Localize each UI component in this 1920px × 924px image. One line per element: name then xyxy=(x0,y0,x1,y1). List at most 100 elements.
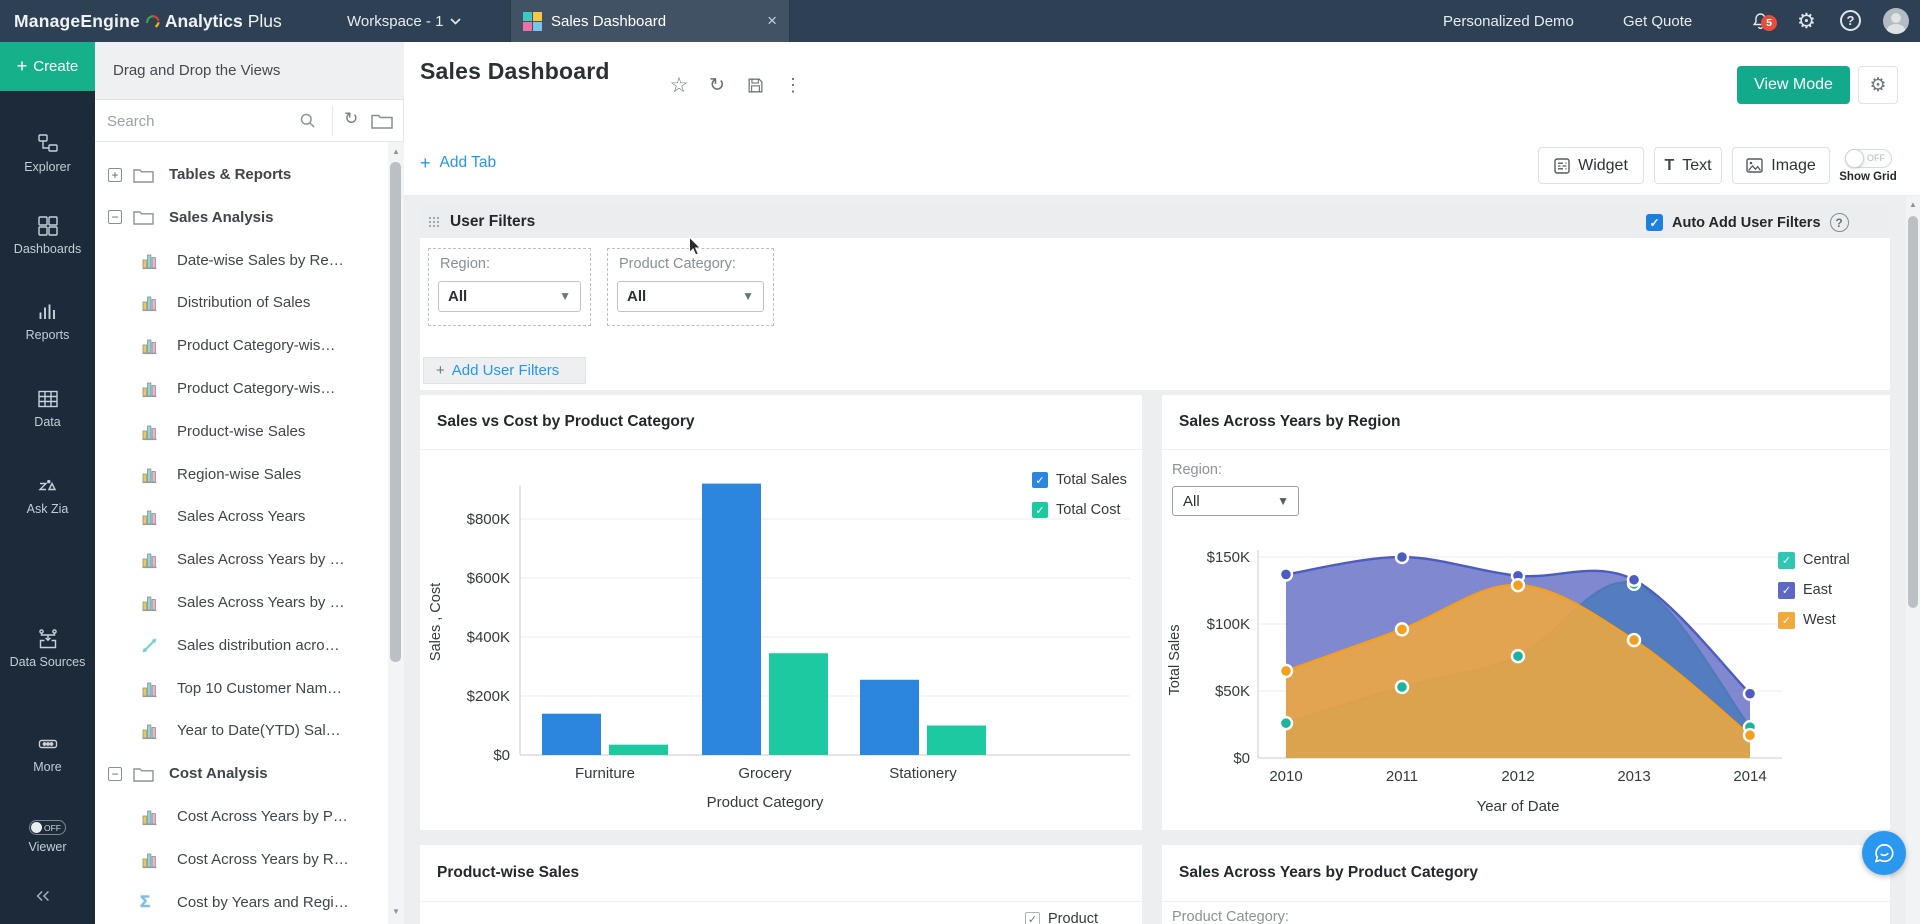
tree-item[interactable]: Cost Across Years by P… xyxy=(95,795,385,838)
user-filters-title: User Filters xyxy=(450,212,536,230)
tree-item[interactable]: Year to Date(YTD) Sal… xyxy=(95,709,385,752)
tree-item[interactable]: Sales Across Years by … xyxy=(95,581,385,624)
settings-gear-icon[interactable]: ⚙ xyxy=(1797,9,1816,33)
report-label: Product-wise Sales xyxy=(177,422,306,440)
personalized-demo-link[interactable]: Personalized Demo xyxy=(1443,12,1574,30)
legend-checkbox-icon[interactable]: ✓ xyxy=(1778,611,1795,629)
text-button[interactable]: T Text xyxy=(1654,147,1722,184)
tree-item[interactable]: Region-wise Sales xyxy=(95,453,385,496)
expand-icon[interactable]: + xyxy=(108,167,122,182)
toggle-knob xyxy=(1845,149,1864,168)
chart-card-product-wise-sales[interactable]: Product-wise Sales ✓ Product xyxy=(420,845,1142,924)
chart-region-select[interactable]: All ▼ xyxy=(1172,486,1299,516)
sidebar-item-explorer[interactable]: Explorer xyxy=(0,132,95,175)
collapse-sidebar-button[interactable] xyxy=(33,887,53,910)
open-tab-sales-dashboard[interactable]: Sales Dashboard × xyxy=(510,0,790,42)
tree-item[interactable]: Product-wise Sales xyxy=(95,410,385,453)
legend-item-total-sales[interactable]: ✓ Total Sales xyxy=(1032,471,1127,489)
sidebar-item-ask-zia[interactable]: Ask Zia xyxy=(0,474,95,517)
drag-handle-icon[interactable] xyxy=(428,216,440,228)
save-dashboard-icon[interactable] xyxy=(740,70,770,100)
chart-card-sales-across-years[interactable]: Sales Across Years by Region $0 $50K $100K… xyxy=(1162,395,1890,830)
mouse-cursor xyxy=(688,236,702,256)
tree-folder-sales-analysis[interactable]: − Sales Analysis xyxy=(95,196,385,239)
help-icon[interactable]: ? xyxy=(1829,213,1849,232)
tree-item[interactable]: Sales Across Years by … xyxy=(95,538,385,581)
svg-text:$50K: $50K xyxy=(1215,683,1250,700)
report-label: Region-wise Sales xyxy=(177,465,302,483)
user-avatar[interactable] xyxy=(1883,8,1909,34)
checked-checkbox-icon[interactable]: ✓ xyxy=(1646,214,1663,231)
filter-label: Product Category: xyxy=(619,256,736,272)
legend-checkbox-icon[interactable]: ✓ xyxy=(1032,502,1048,518)
refresh-views-icon[interactable]: ↻ xyxy=(344,109,359,128)
explorer-icon xyxy=(37,134,58,152)
folder-view-icon[interactable] xyxy=(371,112,393,129)
chart-card-sales-by-product-category[interactable]: Sales Across Years by Product Category P… xyxy=(1162,845,1890,924)
tree-item[interactable]: Sales Across Years xyxy=(95,495,385,538)
tree-item[interactable]: Top 10 Customer Nam… xyxy=(95,667,385,710)
widget-icon xyxy=(1554,157,1570,174)
filter-region: Region: All ▼ xyxy=(428,248,591,326)
sidebar-item-data[interactable]: Data xyxy=(0,387,95,430)
legend-item-east[interactable]: ✓ East xyxy=(1778,581,1832,599)
tree-item[interactable]: Cost Across Years by R… xyxy=(95,838,385,881)
report-label: Top 10 Customer Nam… xyxy=(177,679,343,697)
tree-item[interactable]: Product Category-wis… xyxy=(95,324,385,367)
more-options-kebab-icon[interactable]: ⋮ xyxy=(784,74,802,95)
search-input[interactable] xyxy=(107,104,317,138)
add-tab-button[interactable]: + Add Tab xyxy=(420,152,497,173)
brand-logo[interactable]: ManageEngine Analytics Plus xyxy=(14,0,282,42)
get-quote-link[interactable]: Get Quote xyxy=(1623,12,1693,30)
chat-support-button[interactable] xyxy=(1862,831,1906,875)
tree-item[interactable]: Product Category-wis… xyxy=(95,367,385,410)
image-button[interactable]: Image xyxy=(1732,147,1830,184)
tree-item[interactable]: Sales distribution acro… xyxy=(95,624,385,667)
add-user-filters-button[interactable]: + Add User Filters xyxy=(423,357,586,384)
tree-item[interactable]: Distribution of Sales xyxy=(95,281,385,324)
legend-checkbox-icon[interactable]: ✓ xyxy=(1032,472,1048,488)
legend-item-central[interactable]: ✓ Central xyxy=(1778,551,1850,569)
viewer-toggle[interactable]: OFF xyxy=(29,820,66,835)
svg-text:Grocery: Grocery xyxy=(738,765,792,782)
legend-item-west[interactable]: ✓ West xyxy=(1778,611,1836,629)
favorite-star-icon[interactable]: ☆ xyxy=(669,73,689,97)
caret-down-icon: ▼ xyxy=(559,289,571,303)
notifications-button[interactable]: 5 xyxy=(1750,10,1780,34)
main-scrollbar[interactable]: ▲ xyxy=(1906,196,1920,924)
sidebar-item-data-sources[interactable]: Data Sources xyxy=(0,627,95,670)
close-tab-icon[interactable]: × xyxy=(767,11,777,30)
create-button[interactable]: + Create xyxy=(0,42,95,91)
sidebar-item-reports[interactable]: Reports xyxy=(0,300,95,343)
show-grid-toggle[interactable]: OFF xyxy=(1845,149,1892,168)
legend-label: Central xyxy=(1803,552,1850,568)
search-icon[interactable] xyxy=(299,112,317,130)
tree-folder-tables-reports[interactable]: + Tables & Reports xyxy=(95,153,385,196)
refresh-dashboard-icon[interactable]: ↻ xyxy=(709,74,725,96)
legend-checkbox-icon[interactable]: ✓ xyxy=(1778,581,1795,599)
region-filter-select[interactable]: All ▼ xyxy=(438,281,581,312)
bar-chart-icon xyxy=(140,850,159,869)
sidebar-item-more[interactable]: More xyxy=(0,732,95,775)
view-mode-button[interactable]: View Mode xyxy=(1737,66,1850,104)
tree-item[interactable]: Date-wise Sales by Re… xyxy=(95,239,385,282)
workspace-selector[interactable]: Workspace - 1 xyxy=(347,0,462,42)
plus-icon: + xyxy=(16,56,28,76)
panel-scrollbar[interactable]: ▲ ▼ xyxy=(388,142,404,924)
auto-add-user-filters[interactable]: ✓ Auto Add User Filters ? xyxy=(1646,213,1849,232)
filter-label: Region: xyxy=(440,256,490,272)
help-button[interactable]: ? xyxy=(1840,10,1861,31)
legend-item[interactable]: ✓ Product xyxy=(1025,911,1098,924)
tree-item[interactable]: Σ Cost by Years and Regi… xyxy=(95,881,385,924)
tree-folder-cost-analysis[interactable]: − Cost Analysis xyxy=(95,752,385,795)
legend-checkbox-icon[interactable]: ✓ xyxy=(1778,551,1795,569)
widget-button[interactable]: Widget xyxy=(1538,147,1644,184)
legend-item-total-cost[interactable]: ✓ Total Cost xyxy=(1032,501,1120,519)
collapse-icon[interactable]: − xyxy=(108,210,122,225)
chart-card-sales-vs-cost[interactable]: Sales vs Cost by Product Category $0 $200… xyxy=(420,395,1142,830)
sidebar-item-dashboards[interactable]: Dashboards xyxy=(0,214,95,257)
collapse-icon[interactable]: − xyxy=(108,766,122,781)
svg-text:$200K: $200K xyxy=(467,688,510,705)
product-category-filter-select[interactable]: All ▼ xyxy=(617,281,764,312)
dashboard-settings-button[interactable]: ⚙ xyxy=(1858,66,1898,104)
